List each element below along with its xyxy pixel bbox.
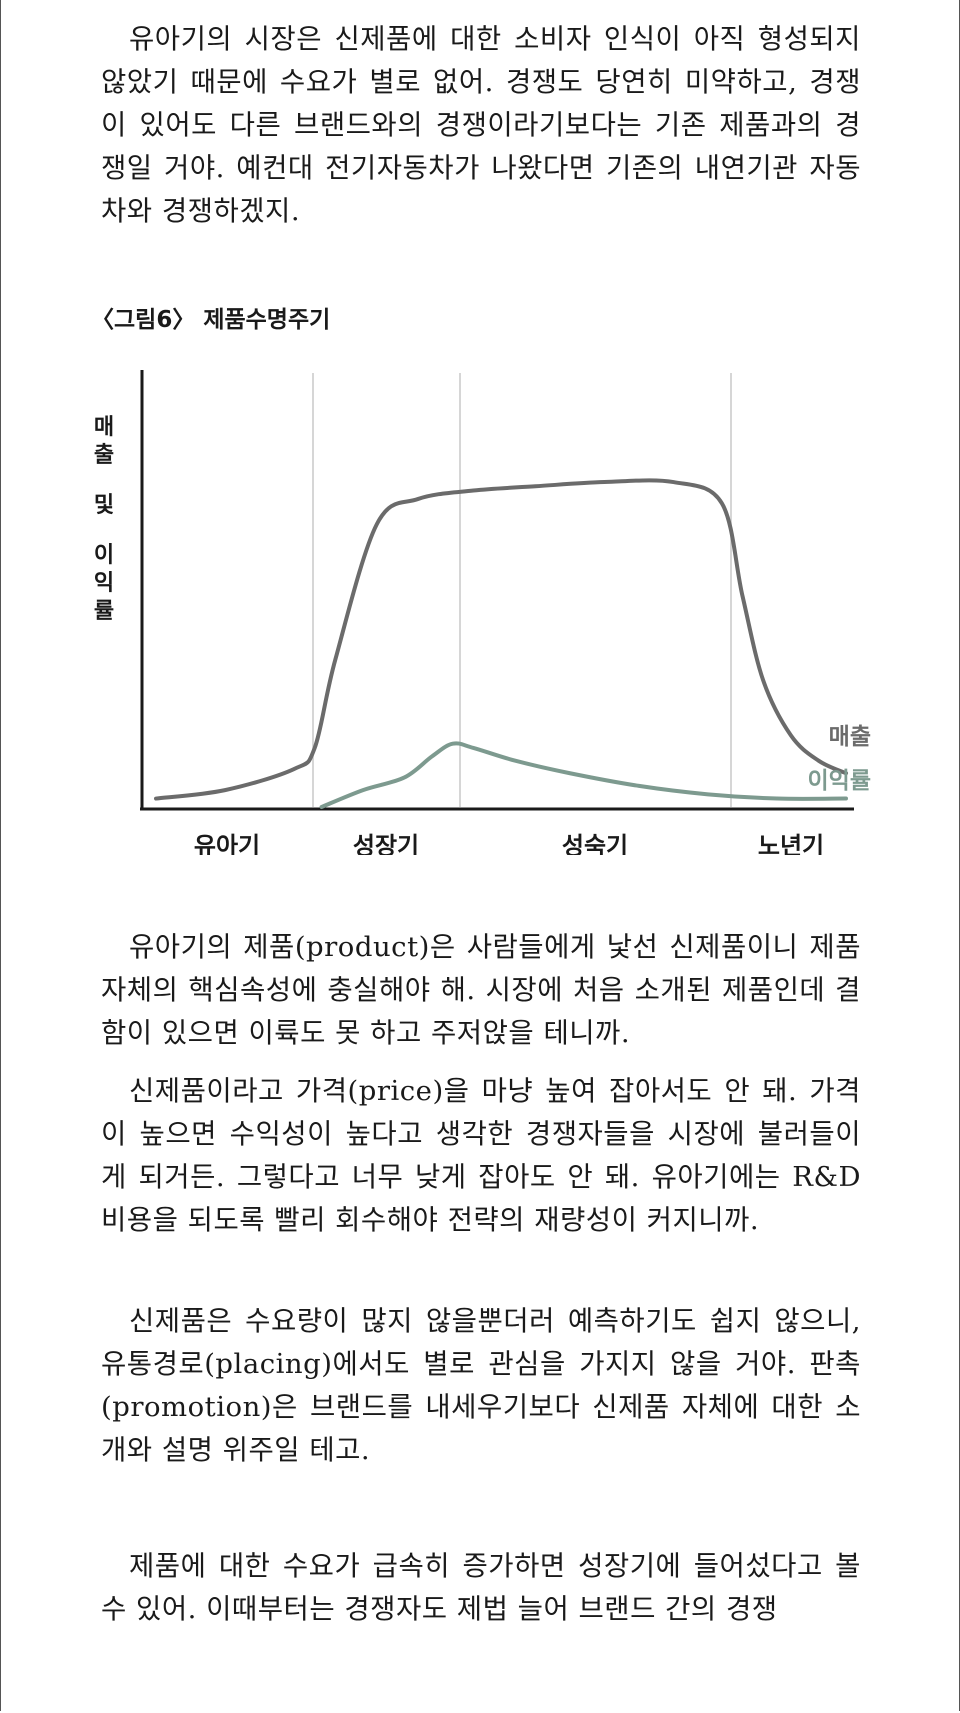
series-label: 이익률: [808, 768, 871, 794]
y-label-char: 및: [94, 493, 114, 518]
paragraph-growth-stage: 제품에 대한 수요가 급속히 증가하면 성장기에 들어섰다고 볼 수 있어. 이…: [101, 1550, 861, 1625]
axes: [140, 370, 854, 811]
series-label: 매출: [829, 724, 871, 750]
series-lines: [154, 478, 848, 809]
stage-label: 유아기: [194, 832, 260, 855]
y-label-char: 출: [94, 443, 114, 468]
series-line-sales: [154, 478, 848, 801]
y-label-char: 률: [94, 599, 114, 624]
paragraph-placing-promotion: 신제품은 수요량이 많지 않을뿐더러 예측하기도 쉽지 않으니, 유통경로(pl…: [101, 1305, 861, 1466]
stage-label: 노년기: [758, 832, 824, 855]
y-label-char: 이: [94, 543, 114, 568]
stage-dividers: [312, 373, 732, 807]
stage-labels: 유아기 성장기 성숙기 노년기: [194, 832, 824, 855]
stage-label: 성장기: [353, 832, 419, 855]
paragraph-price: 신제품이라고 가격(price)을 마냥 높여 잡아서도 안 돼. 가격이 높으…: [101, 1075, 861, 1236]
y-label-char: 익: [94, 571, 114, 596]
figure-caption: 〈그림6〉 제품수명주기: [91, 307, 331, 333]
stage-label: 성숙기: [562, 832, 628, 855]
paragraph-intro-market: 유아기의 시장은 신제품에 대한 소비자 인식이 아직 형성되지 않았기 때문에…: [101, 23, 861, 227]
series-line-profit: [319, 741, 848, 809]
y-label-char: 매: [94, 415, 114, 440]
paragraph-product: 유아기의 제품(product)은 사람들에게 낯선 신제품이니 제품 자체의 …: [101, 931, 861, 1049]
